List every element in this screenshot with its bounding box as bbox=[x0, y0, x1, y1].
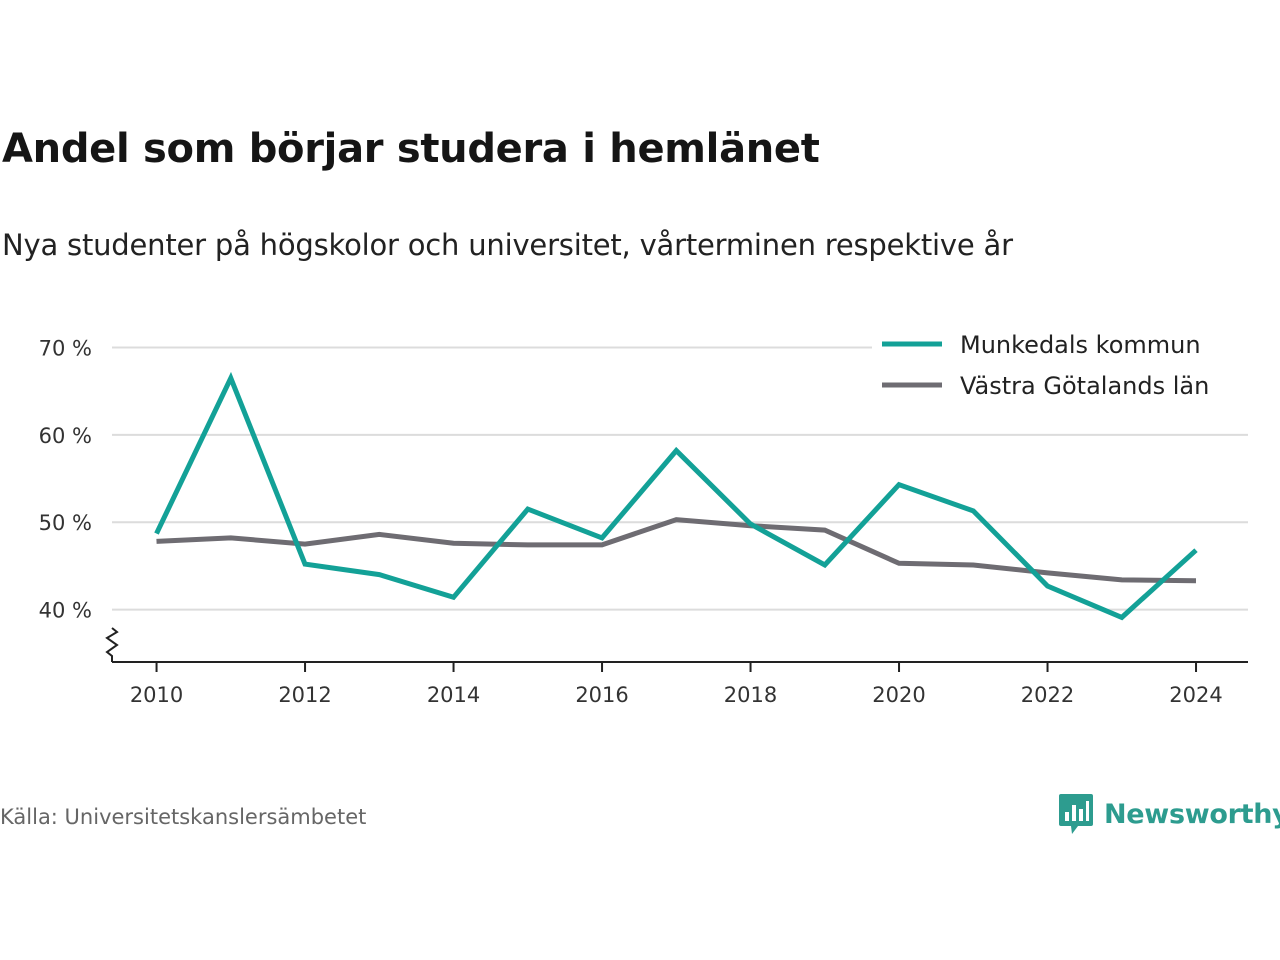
legend-label: Västra Götalands län bbox=[960, 372, 1209, 400]
x-tick-label: 2024 bbox=[1169, 683, 1222, 707]
x-tick-label: 2022 bbox=[1021, 683, 1074, 707]
source-note: Källa: Universitetskanslersämbetet bbox=[0, 805, 367, 829]
series-line-vastra-gotaland bbox=[156, 517, 1197, 584]
series-lines bbox=[154, 371, 1198, 621]
y-tick-label: 70 % bbox=[39, 336, 92, 360]
y-tick-label: 60 % bbox=[39, 424, 92, 448]
y-axis-break bbox=[105, 627, 119, 662]
newsworthy-chart-bubble-icon bbox=[1059, 794, 1093, 834]
y-tick-label: 50 % bbox=[39, 511, 92, 535]
series-line-munkedal bbox=[154, 371, 1198, 621]
x-tick-label: 2012 bbox=[278, 683, 331, 707]
chart-title: Andel som börjar studera i hemlänet bbox=[2, 126, 820, 172]
legend-label: Munkedals kommun bbox=[960, 331, 1201, 359]
x-tick-label: 2016 bbox=[575, 683, 628, 707]
y-tick-label: 40 % bbox=[39, 599, 92, 623]
x-tick-label: 2018 bbox=[724, 683, 777, 707]
newsworthy-logo: Newsworthy bbox=[1058, 792, 1280, 836]
brand-name: Newsworthy bbox=[1104, 798, 1280, 830]
chart-subtitle: Nya studenter på högskolor och universit… bbox=[2, 228, 1013, 262]
x-tick-label: 2014 bbox=[427, 683, 480, 707]
x-tick-label: 2020 bbox=[872, 683, 925, 707]
legend-background bbox=[872, 322, 1248, 410]
legend: Munkedals kommun Västra Götalands län bbox=[872, 322, 1248, 410]
x-tick-label: 2010 bbox=[130, 683, 183, 707]
axes: 40 % 50 % 60 % 70 % 2010 2012 2014 2016 2018 2020… bbox=[39, 336, 1248, 707]
